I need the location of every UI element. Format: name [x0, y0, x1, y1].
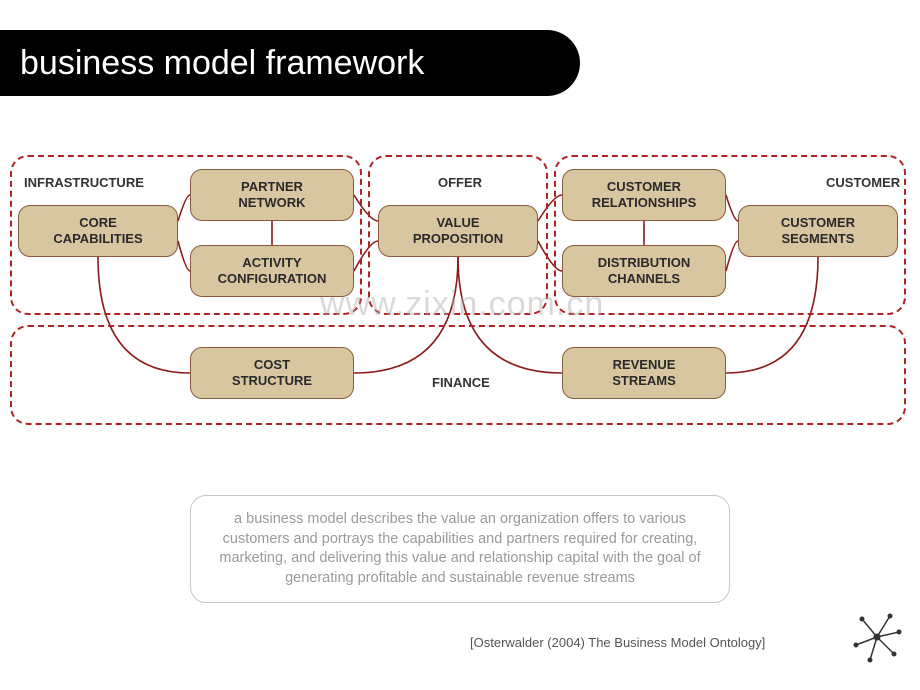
- group-label-offer: OFFER: [438, 175, 482, 190]
- node-custseg: CUSTOMERSEGMENTS: [738, 205, 898, 257]
- page-title: business model framework: [20, 44, 424, 83]
- node-custrel: CUSTOMERRELATIONSHIPS: [562, 169, 726, 221]
- node-core: CORECAPABILITIES: [18, 205, 178, 257]
- node-dist: DISTRIBUTIONCHANNELS: [562, 245, 726, 297]
- group-label-finance: FINANCE: [432, 375, 490, 390]
- network-logo-icon: [850, 610, 905, 665]
- citation-text: [Osterwalder (2004) The Business Model O…: [470, 635, 765, 650]
- group-label-infrastructure: INFRASTRUCTURE: [24, 175, 144, 190]
- node-partner: PARTNERNETWORK: [190, 169, 354, 221]
- group-label-customer: CUSTOMER: [826, 175, 900, 190]
- node-revenue: REVENUESTREAMS: [562, 347, 726, 399]
- node-value: VALUEPROPOSITION: [378, 205, 538, 257]
- node-cost: COSTSTRUCTURE: [190, 347, 354, 399]
- diagram-canvas: INFRASTRUCTURE OFFER CUSTOMER FINANCE CORECA…: [10, 155, 910, 455]
- node-activity: ACTIVITYCONFIGURATION: [190, 245, 354, 297]
- description-box: a business model describes the value an …: [190, 495, 730, 603]
- title-bar: business model framework: [0, 30, 580, 96]
